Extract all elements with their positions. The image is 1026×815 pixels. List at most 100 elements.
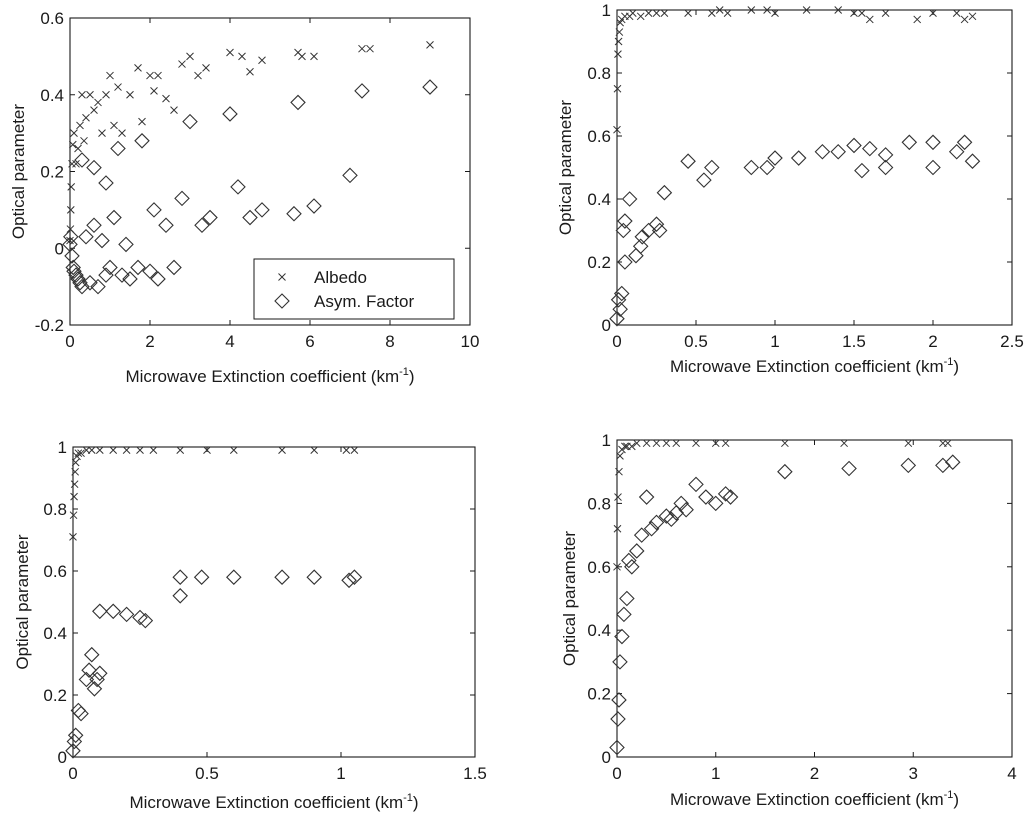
diamond-marker — [948, 143, 965, 160]
diamond-marker — [110, 140, 126, 157]
diamond-marker — [290, 94, 306, 111]
x-tick-label: 10 — [461, 332, 480, 351]
x-tick-label: 2 — [928, 332, 937, 351]
diamond-marker — [704, 159, 720, 176]
y-tick-label: 0.8 — [587, 64, 611, 83]
y-tick-label: 0.2 — [587, 685, 611, 704]
x-tick-label: 4 — [225, 332, 234, 351]
diamond-marker — [150, 271, 166, 287]
x-marker — [952, 9, 961, 18]
x-marker — [106, 71, 114, 80]
x-axis-label: Microwave Extinction coefficient (km-1) — [670, 356, 959, 376]
asym-factor-series — [62, 79, 438, 295]
x-marker — [170, 106, 178, 114]
diamond-marker — [74, 278, 90, 295]
diamond-marker — [222, 106, 238, 122]
x-marker — [613, 84, 622, 93]
x-tick-label: 0 — [612, 332, 621, 351]
diamond-marker — [678, 501, 694, 518]
diamond-marker — [609, 739, 625, 756]
x-marker — [178, 60, 186, 68]
x-marker — [684, 9, 692, 18]
diamond-marker — [142, 263, 158, 280]
diamond-marker — [114, 267, 130, 283]
diamond-marker — [651, 222, 668, 239]
diamond-marker — [341, 572, 357, 589]
x-tick-label: 1 — [711, 764, 720, 783]
plot-frame — [616, 439, 1013, 758]
asym-factor-series — [609, 454, 961, 756]
x-marker — [913, 15, 922, 24]
x-tick-label: 1 — [770, 332, 779, 351]
x-marker — [881, 9, 890, 18]
diamond-marker — [158, 217, 174, 234]
diamond-marker — [68, 267, 84, 283]
albedo-series — [613, 439, 952, 571]
x-marker — [154, 71, 162, 80]
x-marker — [929, 9, 937, 18]
x-marker — [723, 9, 732, 18]
x-marker — [246, 67, 254, 76]
x-axis-label-superscript: -1 — [944, 789, 954, 801]
x-marker — [621, 442, 629, 451]
diamond-marker — [901, 134, 918, 151]
diamond-marker — [346, 569, 363, 585]
x-axis-label-end: ) — [413, 793, 419, 812]
x-marker — [72, 159, 80, 168]
x-marker — [94, 98, 102, 107]
x-marker — [721, 439, 730, 448]
x-marker — [968, 12, 977, 21]
diamond-marker — [722, 489, 739, 505]
x-marker — [615, 467, 623, 476]
x-marker — [802, 6, 811, 14]
legend-diamond-marker — [274, 293, 290, 309]
x-marker — [71, 467, 79, 476]
diamond-marker — [82, 275, 98, 291]
diamond-marker — [83, 646, 100, 663]
diamond-marker — [73, 705, 89, 722]
x-marker — [150, 87, 158, 95]
x-marker — [310, 52, 318, 61]
x-marker — [226, 48, 234, 57]
diamond-marker — [925, 159, 941, 176]
x-axis-label: Microwave Extinction coefficient (km-1) — [129, 792, 418, 812]
diamond-marker — [306, 569, 322, 585]
diamond-marker — [621, 191, 638, 207]
x-marker — [660, 9, 669, 18]
diamond-marker — [86, 217, 102, 234]
diamond-marker — [621, 552, 637, 569]
x-marker — [960, 15, 969, 24]
diamond-marker — [612, 654, 628, 670]
diamond-marker — [134, 133, 150, 149]
y-axis-label: Optical parameter — [560, 531, 579, 666]
x-marker — [149, 446, 158, 454]
x-marker — [203, 446, 211, 454]
albedo-series — [69, 446, 359, 541]
x-marker — [613, 562, 621, 571]
diamond-marker — [66, 263, 82, 280]
plot-frame — [72, 446, 476, 758]
x-marker — [102, 90, 110, 99]
x-marker — [109, 446, 118, 454]
diamond-marker — [707, 495, 724, 512]
diamond-marker — [286, 205, 302, 222]
diamond-marker — [182, 113, 198, 130]
x-marker — [652, 9, 661, 18]
x-marker — [692, 439, 700, 448]
x-marker — [194, 71, 202, 80]
diamond-marker — [65, 743, 81, 759]
diamond-marker — [86, 681, 103, 697]
diamond-marker — [743, 159, 760, 176]
y-tick-label: 0.8 — [587, 494, 611, 513]
x-tick-label: 2 — [810, 764, 819, 783]
x-marker — [229, 446, 238, 454]
albedo-series — [613, 6, 977, 134]
diamond-marker — [656, 184, 673, 201]
plot-frame — [616, 9, 1013, 326]
diamond-marker — [619, 590, 635, 607]
x-marker — [126, 90, 134, 99]
x-marker — [176, 446, 185, 454]
x-marker — [715, 6, 724, 14]
diamond-marker — [63, 228, 79, 245]
albedo-series — [66, 41, 434, 245]
